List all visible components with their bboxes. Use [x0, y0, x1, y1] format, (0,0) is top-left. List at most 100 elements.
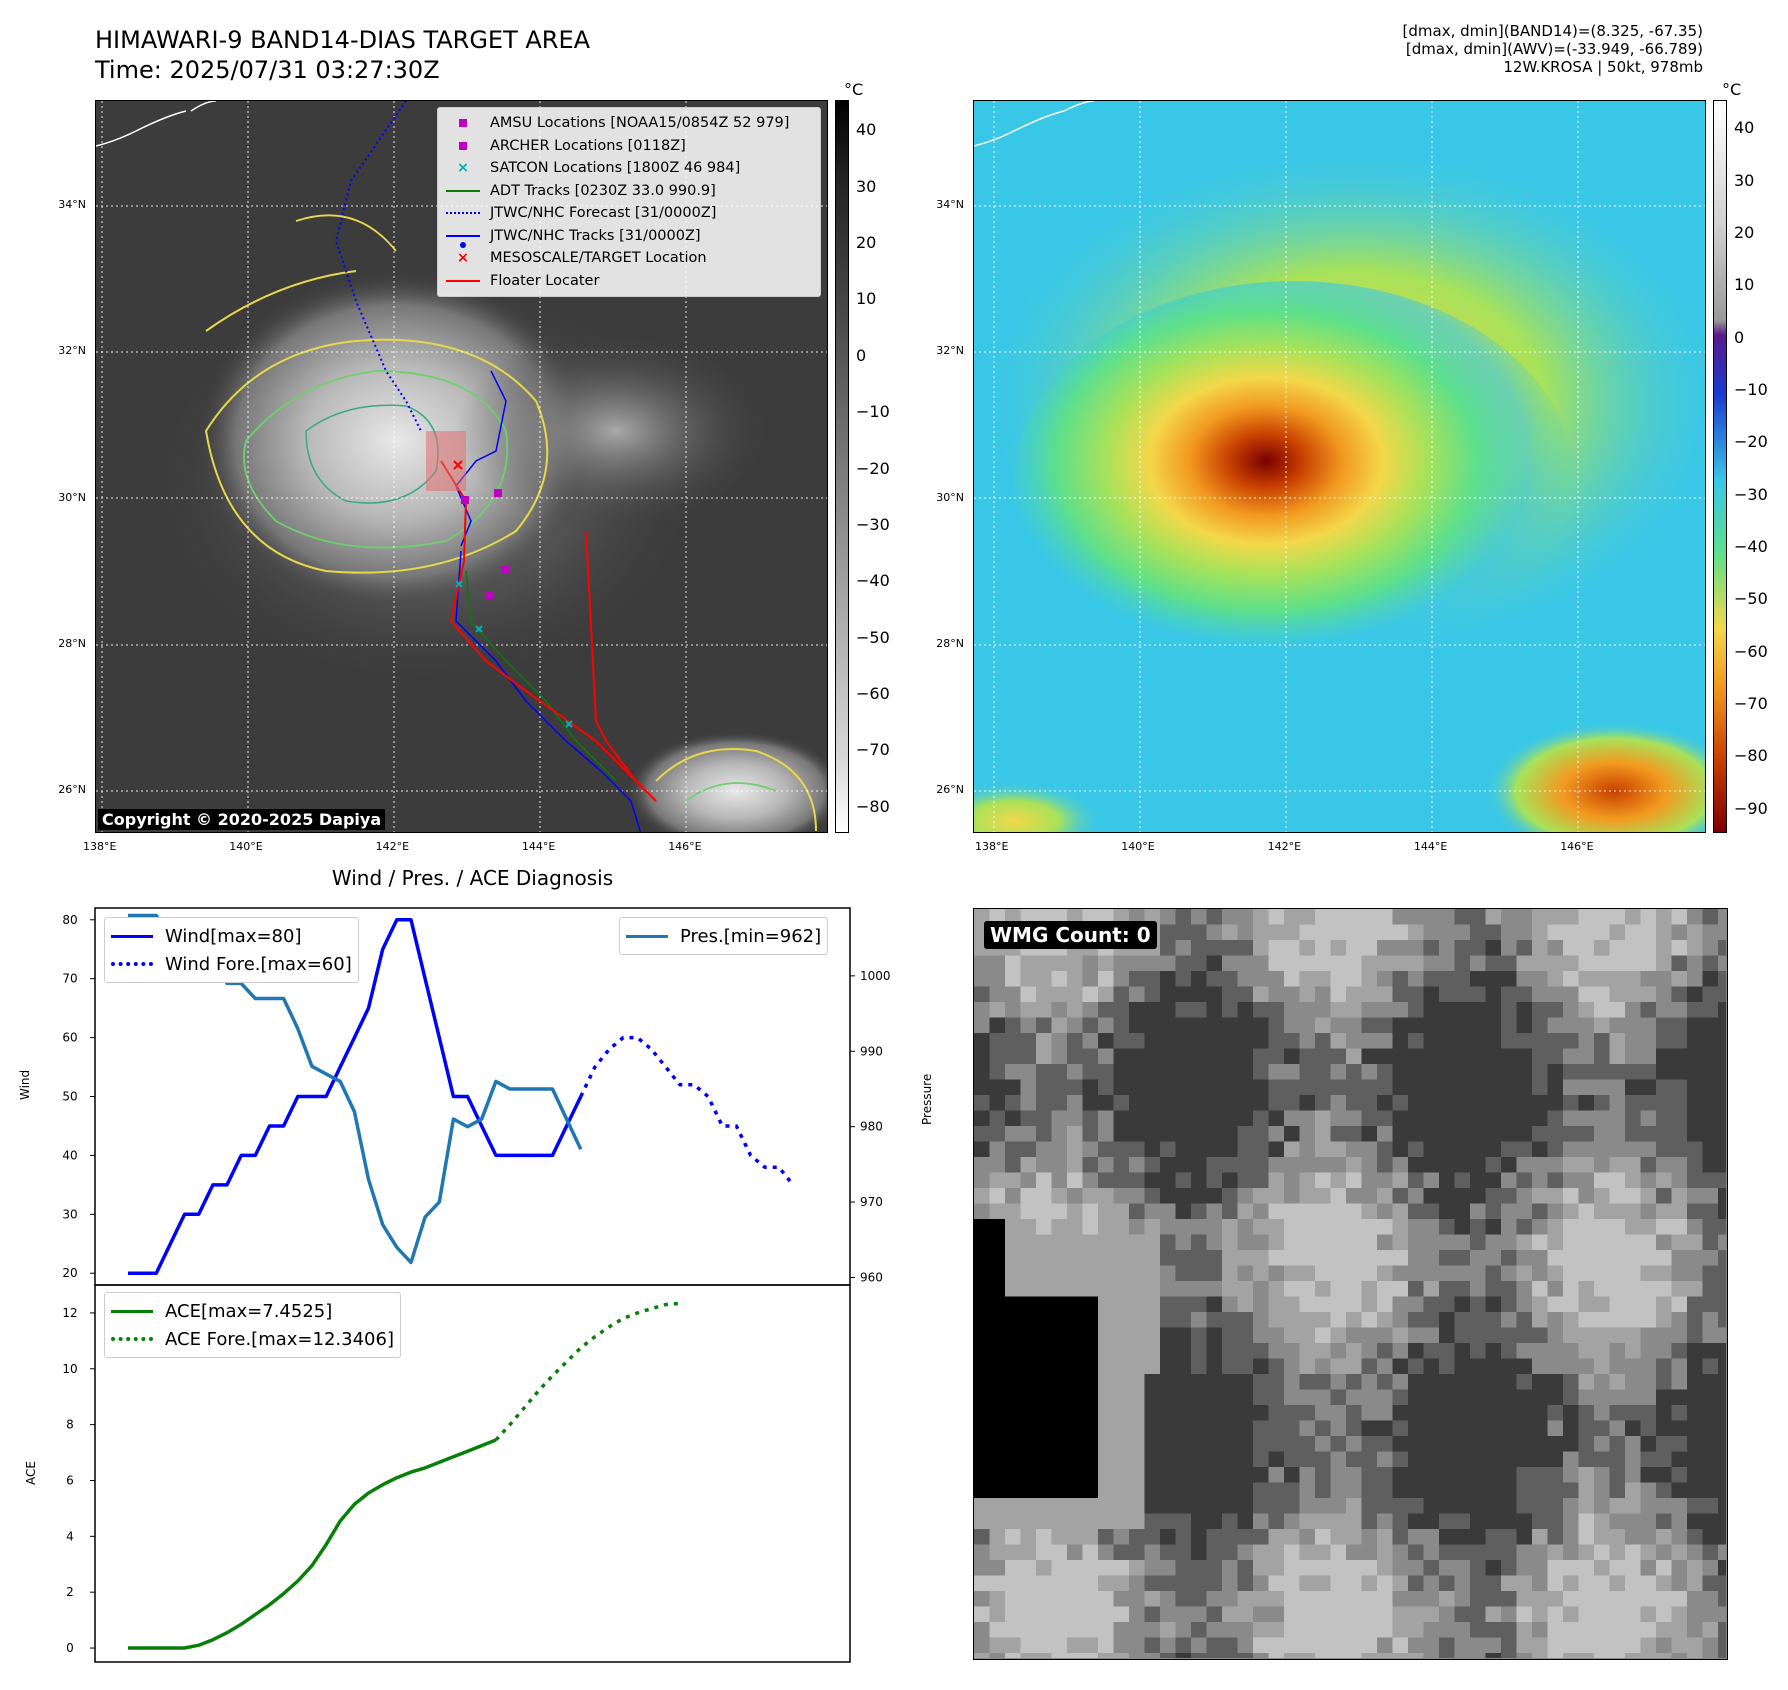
- wmg-cell: [1532, 1172, 1548, 1189]
- wmg-cell: [1346, 1312, 1362, 1328]
- wmg-cell: [1485, 1451, 1502, 1468]
- wmg-cell: [1532, 1048, 1548, 1065]
- wmg-cell: [1191, 1622, 1207, 1638]
- wmg-cell: [1408, 971, 1424, 987]
- wmg-cell: [1516, 1436, 1533, 1452]
- wmg-cell: [1129, 1234, 1145, 1251]
- wmg-cell: [1625, 1188, 1641, 1204]
- wmg-cell: [1470, 1327, 1486, 1344]
- wmg-cell: [1113, 971, 1130, 987]
- wmg-cell: [1547, 955, 1564, 972]
- wmg-cell: [1501, 909, 1517, 925]
- wmg-cell: [1687, 924, 1703, 941]
- lat-tick-label: 28°N: [936, 636, 964, 650]
- wmg-cell: [1671, 955, 1688, 972]
- wmg-cell: [1516, 909, 1533, 925]
- wmg-cell: [1191, 1374, 1207, 1390]
- wmg-cell: [989, 1436, 1006, 1452]
- wmg-cell: [1423, 1250, 1440, 1266]
- wmg-cell: [1051, 1312, 1068, 1328]
- legend-item-archer: ARCHER Locations [0118Z]: [444, 135, 814, 158]
- wmg-cell: [1392, 909, 1409, 925]
- wmg-cell: [1439, 1591, 1455, 1607]
- wmg-cell: [1346, 1498, 1362, 1514]
- wmg-cell: [1656, 1234, 1672, 1251]
- wmg-cell: [1718, 1575, 1726, 1592]
- wmg-cell: [1687, 1110, 1703, 1127]
- wmg-cell: [1408, 1575, 1424, 1592]
- wmg-cell: [1532, 1420, 1548, 1437]
- wmg-cell: [1268, 1126, 1285, 1142]
- wmg-cell: [1578, 1591, 1595, 1607]
- wmg-cell: [1113, 1095, 1130, 1111]
- wmg-cell: [1702, 1002, 1719, 1018]
- wmg-cell: [1222, 1637, 1238, 1654]
- wmg-cell: [1098, 1467, 1114, 1483]
- wmg-cell: [1423, 1095, 1440, 1111]
- wmg-cell: [1454, 924, 1471, 941]
- wmg-cell: [1625, 1265, 1641, 1282]
- wmg-cell: [1516, 1327, 1533, 1344]
- wmg-cell: [1423, 1374, 1440, 1390]
- wmg-cell: [1051, 1451, 1068, 1468]
- wmg-cell: [1237, 1126, 1254, 1142]
- wmg-cell: [1299, 924, 1316, 941]
- wmg-cell: [1129, 1374, 1145, 1390]
- wmg-cell: [1609, 1327, 1626, 1344]
- wmg-cell: [1485, 1157, 1502, 1173]
- wmg-cell: [1175, 1591, 1192, 1607]
- wmg-cell: [1718, 1544, 1726, 1561]
- wmg-cell: [1516, 1095, 1533, 1111]
- wmg-cell: [1346, 1079, 1362, 1096]
- wmg-cell: [1361, 924, 1378, 941]
- wmg-cell: [1268, 1312, 1285, 1328]
- wmg-cell: [1439, 1467, 1455, 1483]
- wmg-cell: [1423, 1467, 1440, 1483]
- wmg-cell: [1315, 1575, 1331, 1592]
- wmg-cell: [1377, 1622, 1393, 1638]
- wmg-cell: [1253, 1033, 1269, 1049]
- wmg-cell: [1640, 1560, 1657, 1576]
- wmg-cell: [1299, 1126, 1316, 1142]
- wmg-cell: [1687, 1327, 1703, 1344]
- wmg-cell: [989, 955, 1006, 972]
- wmg-cell: [1237, 1653, 1254, 1658]
- wmg-cell: [1485, 1622, 1502, 1638]
- wmg-cell: [1020, 1343, 1037, 1359]
- lat-tick-label: 26°N: [58, 783, 86, 797]
- wmg-cell: [1625, 1250, 1641, 1266]
- wmg-cell: [1237, 1544, 1254, 1561]
- wmg-cell: [1702, 1281, 1719, 1297]
- wmg-cell: [1346, 971, 1362, 987]
- wmg-cell: [1253, 1110, 1269, 1127]
- wmg-cell: [1253, 1281, 1269, 1297]
- wmg-cell: [1485, 1296, 1502, 1313]
- wmg-cell: [1175, 1436, 1192, 1452]
- wmg-cell: [1718, 1017, 1726, 1034]
- wmg-cell: [1392, 1405, 1409, 1421]
- wmg-cell: [1408, 1312, 1424, 1328]
- wmg-cell: [1532, 1358, 1548, 1375]
- wmg-cell: [1501, 1637, 1517, 1654]
- wmg-cell: [1206, 1126, 1223, 1142]
- wmg-cell: [1656, 1048, 1672, 1065]
- wmg-cell: [1237, 1188, 1254, 1204]
- wmg-cell: [1330, 1405, 1347, 1421]
- wmg-cell: [1718, 1048, 1726, 1065]
- wmg-cell: [1067, 1544, 1083, 1561]
- wmg-cell: [1377, 1420, 1393, 1437]
- wmg-cell: [1532, 1389, 1548, 1406]
- wmg-cell: [1284, 1544, 1300, 1561]
- wmg-cell: [1175, 1265, 1192, 1282]
- wmg-cell: [1656, 1141, 1672, 1158]
- wmg-cell: [1563, 1033, 1579, 1049]
- wmg-cell: [1563, 1188, 1579, 1204]
- wmg-cell: [1144, 1064, 1161, 1080]
- wmg-cell: [1656, 1033, 1672, 1049]
- wmg-cell: [1361, 986, 1378, 1003]
- wmg-cell: [1005, 1606, 1021, 1623]
- x-marker-icon: ×: [456, 250, 470, 267]
- wmg-cell: [1191, 1560, 1207, 1576]
- wmg-cell: [1578, 1126, 1595, 1142]
